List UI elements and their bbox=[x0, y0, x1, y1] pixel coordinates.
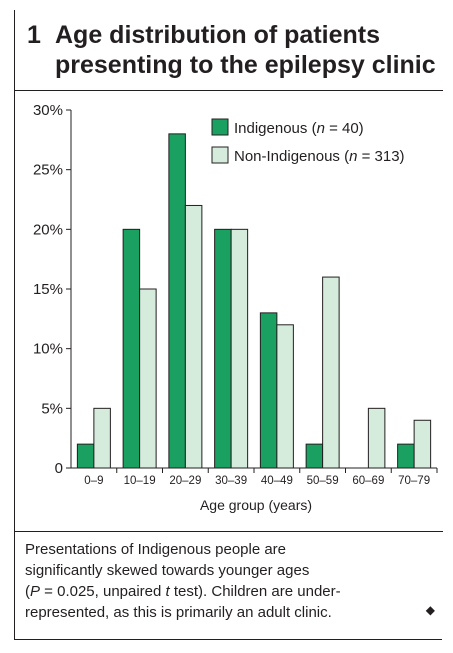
y-tick-label: 25% bbox=[33, 162, 63, 179]
bar-indigenous bbox=[397, 443, 415, 469]
caption-text: ( bbox=[25, 583, 30, 600]
bar-indigenous bbox=[305, 443, 324, 469]
figure-title: 1 Age distribution of patients presenting… bbox=[27, 20, 436, 80]
x-tick-label: 50–59 bbox=[307, 475, 339, 487]
x-tick-label: 40–49 bbox=[261, 475, 293, 487]
bar-non-indigenous bbox=[93, 407, 111, 469]
caption-divider bbox=[15, 531, 443, 532]
x-tick-label: 20–29 bbox=[169, 475, 201, 487]
bar-indigenous bbox=[76, 443, 95, 469]
x-tick-label: 60–69 bbox=[352, 475, 384, 487]
title-divider bbox=[15, 90, 443, 91]
legend-label: Non-Indigenous (n = 313) bbox=[234, 148, 405, 165]
bar-indigenous bbox=[259, 312, 278, 469]
legend-label: Indigenous (n = 40) bbox=[234, 120, 364, 137]
caption-line-3: (P = 0.025, unpaired t test). Children a… bbox=[25, 581, 435, 602]
figure-number: 1 bbox=[27, 21, 41, 49]
bar-non-indigenous bbox=[276, 324, 294, 469]
caption-line-2: significantly skewed towards younger age… bbox=[25, 562, 310, 579]
y-tick-label: 30% bbox=[33, 102, 63, 119]
caption-line-1: Presentations of Indigenous people are bbox=[25, 541, 287, 558]
bar-non-indigenous bbox=[139, 288, 157, 469]
x-axis-label: Age group (years) bbox=[200, 497, 312, 513]
caption-t-symbol: t bbox=[165, 583, 170, 600]
x-tick-label: 10–19 bbox=[124, 475, 156, 487]
x-tick-label: 30–39 bbox=[215, 475, 247, 487]
x-tick-label: 0–9 bbox=[84, 475, 103, 487]
caption-line-4: represented, as this is primarily an adu… bbox=[25, 604, 332, 621]
y-tick-label: 5% bbox=[41, 400, 63, 417]
figure-caption: Presentations of Indigenous people are s… bbox=[25, 539, 435, 623]
title-line-1: Age distribution of patients bbox=[55, 21, 380, 49]
caption-text: = 0.025, unpaired bbox=[40, 583, 166, 600]
end-diamond-icon: ◆ bbox=[425, 603, 435, 617]
caption-text: test). Children are under- bbox=[169, 583, 341, 600]
bar-indigenous bbox=[214, 228, 232, 469]
bar-non-indigenous bbox=[184, 204, 203, 469]
y-tick-label: 20% bbox=[33, 221, 63, 238]
x-axis: 0–9 10–19 20–29 30–39 40–49 50–59 60–69 70–79 Ag… bbox=[71, 467, 438, 513]
bar-non-indigenous bbox=[230, 228, 249, 469]
figure-panel: 1 Age distribution of patients presenting… bbox=[14, 10, 443, 640]
bar-indigenous bbox=[168, 133, 186, 469]
bar-chart: 0 5% 10% 15% 20% 25% 30% 0–9 10–19 20–29 30–39 40–… bbox=[33, 102, 438, 513]
legend-swatch bbox=[211, 146, 229, 164]
bar-indigenous bbox=[122, 228, 141, 469]
y-tick-label: 10% bbox=[33, 341, 63, 358]
caption-p-symbol: P bbox=[30, 583, 41, 600]
title-line-2: presenting to the epilepsy clinic bbox=[55, 51, 436, 79]
y-tick-label: 15% bbox=[33, 281, 63, 298]
bars bbox=[76, 133, 432, 469]
bar-non-indigenous bbox=[367, 407, 386, 469]
legend-swatch bbox=[211, 118, 229, 136]
y-tick-label: 0 bbox=[55, 460, 63, 477]
x-tick-label: 70–79 bbox=[398, 475, 430, 487]
y-axis: 0 5% 10% 15% 20% 25% 30% bbox=[33, 102, 72, 477]
bar-non-indigenous bbox=[413, 419, 432, 469]
bar-non-indigenous bbox=[322, 276, 340, 469]
legend: Indigenous (n = 40) Non-Indigenous (n = 3… bbox=[211, 118, 405, 165]
